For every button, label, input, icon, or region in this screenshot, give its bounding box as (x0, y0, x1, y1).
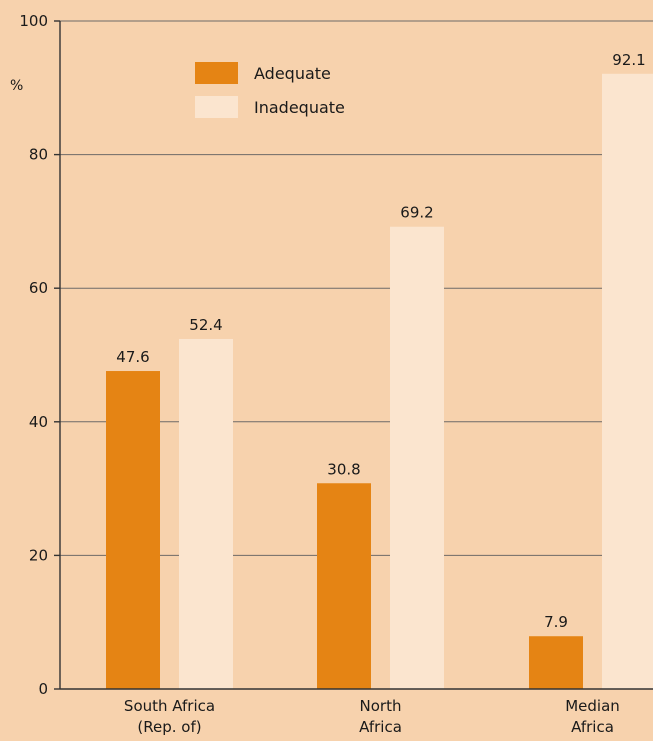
bars (106, 73, 653, 690)
bar-adequate-median (529, 636, 583, 689)
bar-adequate-north (317, 483, 371, 689)
legend-label-adequate: Adequate (254, 64, 331, 83)
bar-inadequate-north (390, 226, 444, 689)
category-label-south-africa: South Africa (Rep. of) (124, 697, 215, 736)
y-tick-label-0: 0 (38, 680, 48, 698)
bar-label-adequate-north: 30.8 (327, 460, 360, 478)
bar-label-inadequate-south-africa: 52.4 (189, 316, 222, 334)
bar-adequate-south-africa (106, 371, 160, 689)
y-tick-label-60: 60 (29, 279, 48, 297)
bar-label-inadequate-median: 92.1 (612, 51, 645, 69)
bar-label-inadequate-north: 69.2 (400, 204, 433, 222)
y-tick-label-20: 20 (29, 546, 48, 564)
bar-label-adequate-south-africa: 47.6 (116, 348, 149, 366)
axes (54, 20, 653, 690)
legend-swatch-inadequate (195, 96, 238, 118)
bar-inadequate-median (602, 73, 653, 690)
legend: Adequate Inadequate (195, 62, 345, 118)
y-tick-labels: 0 20 40 60 80 100 (19, 12, 48, 698)
y-tick-label-100: 100 (19, 12, 48, 30)
y-tick-label-40: 40 (29, 413, 48, 431)
legend-swatch-adequate (195, 62, 238, 84)
category-label-north: North Africa (359, 697, 402, 736)
bar-label-adequate-median: 7.9 (544, 613, 568, 631)
legend-label-inadequate: Inadequate (254, 98, 345, 117)
y-unit-label: % (10, 78, 23, 94)
bar-value-labels: 47.6 30.8 7.9 52.4 69.2 92.1 (116, 51, 645, 631)
category-label-median: Median Africa (565, 697, 620, 736)
category-labels: South Africa (Rep. of) North Africa Median Af… (124, 697, 620, 736)
y-tick-label-80: 80 (29, 146, 48, 164)
bar-inadequate-south-africa (179, 338, 233, 689)
